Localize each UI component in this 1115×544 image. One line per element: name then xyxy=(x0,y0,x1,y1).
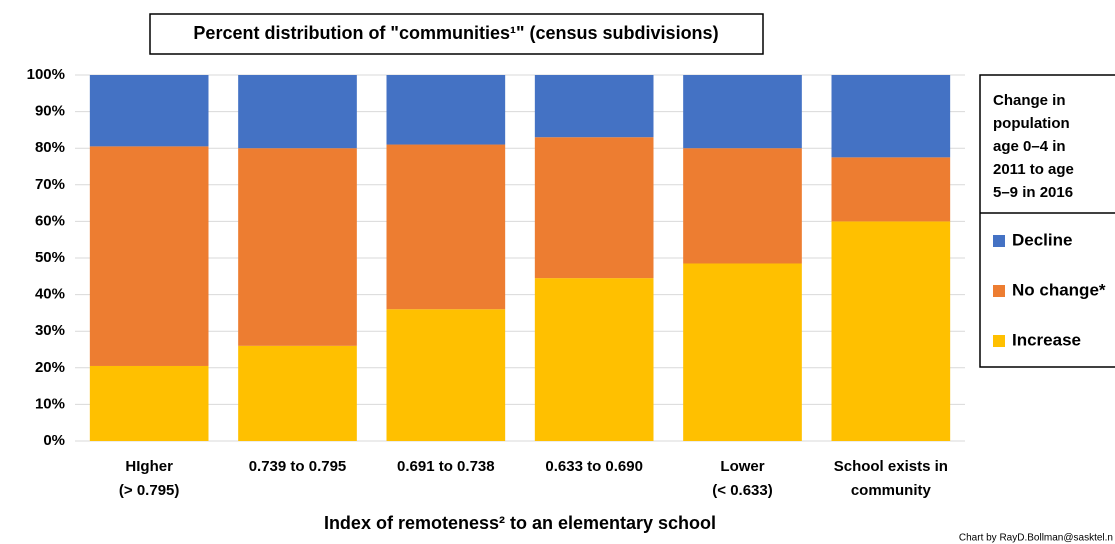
title-box xyxy=(149,13,764,55)
x-tick-label: 0.739 to 0.795 xyxy=(249,458,347,475)
bar-segment xyxy=(386,75,506,145)
bar-segment xyxy=(386,144,506,310)
x-axis-label: Index of remoteness² to an elementary sc… xyxy=(324,513,716,533)
y-tick-label: 20% xyxy=(35,359,65,376)
chart-title: Percent distribution of "communities¹" (… xyxy=(193,23,718,43)
y-tick-label: 60% xyxy=(35,212,65,229)
legend-swatch xyxy=(993,335,1005,347)
bar-segment xyxy=(534,137,654,279)
y-tick-label: 70% xyxy=(35,176,65,193)
y-tick-label: 50% xyxy=(35,249,65,266)
x-tick-label: School exists in xyxy=(834,458,948,475)
x-tick-label: (< 0.633) xyxy=(712,482,772,499)
y-tick-label: 100% xyxy=(27,66,65,83)
x-tick-label: (> 0.795) xyxy=(119,482,179,499)
y-tick-label: 0% xyxy=(43,432,65,449)
legend-box xyxy=(979,74,1115,368)
bar-segment xyxy=(238,148,357,346)
x-tick-label: Lower xyxy=(720,458,764,475)
x-tick-label: HIgher xyxy=(125,458,173,475)
bar-segment xyxy=(238,75,357,149)
bar-segment xyxy=(386,309,506,441)
legend-title: Change in xyxy=(993,92,1066,109)
bar-segment xyxy=(683,75,802,149)
legend-title: 2011 to age xyxy=(993,161,1074,178)
y-tick-label: 40% xyxy=(35,286,65,303)
legend-title: population xyxy=(993,115,1070,132)
bar-segment xyxy=(683,148,802,264)
bar-segment xyxy=(831,75,951,158)
legend-label: Increase xyxy=(1012,330,1081,349)
y-tick-label: 80% xyxy=(35,139,65,156)
bar-segment xyxy=(683,263,802,441)
bar-segment xyxy=(89,146,209,366)
legend-title: 5–9 in 2016 xyxy=(993,184,1073,201)
bar-segment xyxy=(534,75,654,138)
bar-segment xyxy=(831,221,951,441)
x-tick-label: community xyxy=(851,482,932,499)
bar-segment xyxy=(831,157,951,222)
bar-segment xyxy=(238,345,357,441)
credit: Chart by RayD.Bollman@sasktel.n xyxy=(959,533,1113,544)
bar-segment xyxy=(89,365,209,441)
y-tick-label: 30% xyxy=(35,322,65,339)
legend-title: age 0–4 in xyxy=(993,138,1066,155)
y-tick-label: 90% xyxy=(35,103,65,120)
x-tick-label: 0.691 to 0.738 xyxy=(397,458,495,475)
bar-segment xyxy=(89,75,209,147)
legend-label: No change* xyxy=(1012,280,1106,299)
legend-label: Decline xyxy=(1012,230,1072,249)
y-tick-label: 10% xyxy=(35,395,65,412)
bar-segment xyxy=(534,278,654,441)
x-tick-label: 0.633 to 0.690 xyxy=(545,458,643,475)
legend-swatch xyxy=(993,235,1005,247)
legend-swatch xyxy=(993,285,1005,297)
